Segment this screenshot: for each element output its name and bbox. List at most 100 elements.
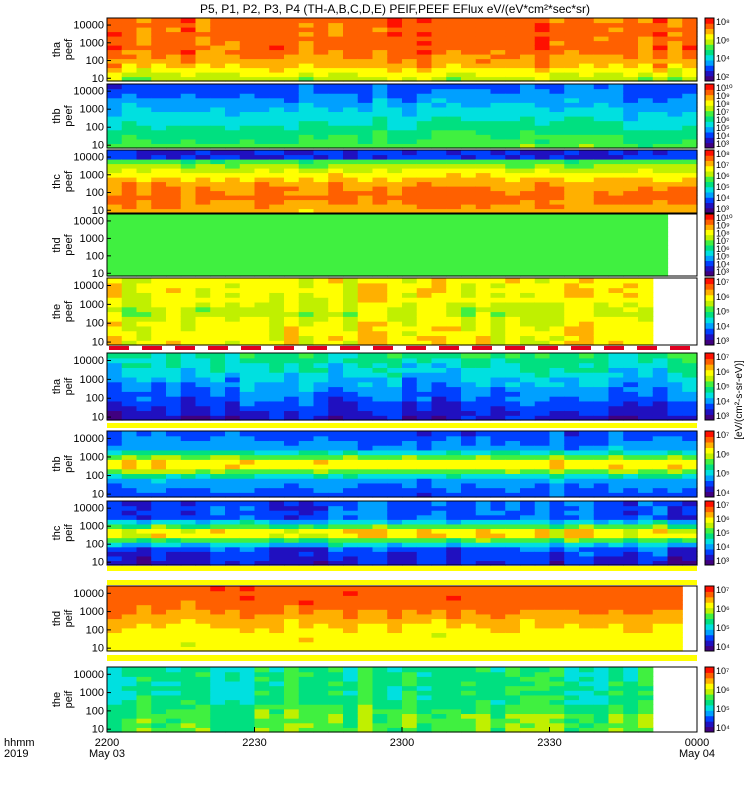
heatmap-cell	[269, 591, 284, 596]
heatmap-cell	[387, 130, 402, 135]
heatmap-cell	[210, 335, 225, 340]
heatmap-cell	[417, 632, 432, 637]
heatmap-cell	[609, 382, 624, 387]
heatmap-cell	[653, 195, 668, 200]
heatmap-cell	[196, 41, 211, 46]
heatmap-cell	[328, 241, 343, 246]
heatmap-cell	[550, 450, 565, 455]
heatmap-cell	[122, 263, 137, 268]
heatmap-cell	[284, 23, 299, 28]
heatmap-cell	[343, 600, 358, 605]
heatmap-cell	[638, 159, 653, 164]
heatmap-cell	[373, 241, 388, 246]
heatmap-cell	[166, 637, 181, 642]
heatmap-cell	[564, 98, 579, 103]
heatmap-cell	[151, 450, 166, 455]
heatmap-cell	[387, 619, 402, 624]
heatmap-cell	[520, 93, 535, 98]
heatmap-cell	[255, 278, 270, 283]
heatmap-cell	[520, 227, 535, 232]
heatmap-cell	[181, 130, 196, 135]
heatmap-cell	[623, 436, 638, 441]
heatmap-cell	[535, 27, 550, 32]
heatmap-cell	[210, 406, 225, 411]
heatmap-cell	[623, 515, 638, 520]
heatmap-cell	[151, 528, 166, 533]
heatmap-cell	[682, 72, 697, 77]
heatmap-cell	[432, 150, 447, 155]
heatmap-cell	[461, 155, 476, 160]
heatmap-cell	[314, 191, 329, 196]
heatmap-cell	[373, 227, 388, 232]
heatmap-cell	[387, 116, 402, 121]
heatmap-cell	[284, 595, 299, 600]
heatmap-cell	[491, 54, 506, 59]
heatmap-cell	[623, 440, 638, 445]
heatmap-cell	[166, 89, 181, 94]
heatmap-cell	[373, 431, 388, 436]
heatmap-cell	[210, 297, 225, 302]
colorbar-segment	[705, 250, 714, 256]
heatmap-cell	[314, 353, 329, 358]
heatmap-cell	[196, 551, 211, 556]
heatmap-cell	[461, 358, 476, 363]
heatmap-cell	[240, 236, 255, 241]
heatmap-cell	[240, 335, 255, 340]
heatmap-cell	[284, 367, 299, 372]
panel-label: peef	[63, 233, 75, 255]
heatmap-cell	[682, 116, 697, 121]
heatmap-cell	[255, 528, 270, 533]
heatmap-cell	[417, 89, 432, 94]
heatmap-cell	[373, 321, 388, 326]
heatmap-cell	[668, 125, 683, 130]
heatmap-cell	[196, 401, 211, 406]
heatmap-cell	[343, 236, 358, 241]
heatmap-cell	[594, 524, 609, 529]
heatmap-cell	[181, 358, 196, 363]
heatmap-cell	[535, 302, 550, 307]
heatmap-cell	[505, 524, 520, 529]
y-tick-label: 10000	[73, 355, 104, 367]
heatmap-cell	[225, 478, 240, 483]
heatmap-cell	[166, 84, 181, 89]
heatmap-cell	[269, 377, 284, 382]
heatmap-cell	[520, 59, 535, 64]
heatmap-cell	[314, 628, 329, 633]
heatmap-cell	[476, 455, 491, 460]
heatmap-cell	[535, 32, 550, 37]
heatmap-cell	[402, 177, 417, 182]
heatmap-cell	[579, 155, 594, 160]
heatmap-cell	[181, 506, 196, 511]
heatmap-cell	[358, 586, 373, 591]
heatmap-cell	[491, 68, 506, 73]
heatmap-cell	[535, 382, 550, 387]
heatmap-cell	[122, 533, 137, 538]
heatmap-cell	[373, 614, 388, 619]
heatmap-cell	[196, 227, 211, 232]
heatmap-cell	[653, 501, 668, 506]
heatmap-cell	[373, 363, 388, 368]
heatmap-cell	[491, 249, 506, 254]
heatmap-cell	[668, 139, 683, 144]
heatmap-cell	[166, 556, 181, 561]
heatmap-cell	[373, 382, 388, 387]
heatmap-cell	[255, 63, 270, 68]
heatmap-cell	[210, 464, 225, 469]
heatmap-cell	[240, 121, 255, 126]
heatmap-cell	[402, 236, 417, 241]
heatmap-cell	[284, 478, 299, 483]
heatmap-cell	[181, 267, 196, 272]
heatmap-cell	[299, 542, 314, 547]
heatmap-cell	[107, 32, 122, 37]
heatmap-cell	[668, 200, 683, 205]
heatmap-cell	[609, 23, 624, 28]
heatmap-cell	[225, 335, 240, 340]
heatmap-cell	[137, 177, 152, 182]
heatmap-cell	[166, 263, 181, 268]
heatmap-cell	[579, 263, 594, 268]
y-tick-label: 100	[86, 470, 104, 482]
heatmap-cell	[594, 401, 609, 406]
heatmap-cell	[166, 410, 181, 415]
heatmap-cell	[151, 628, 166, 633]
